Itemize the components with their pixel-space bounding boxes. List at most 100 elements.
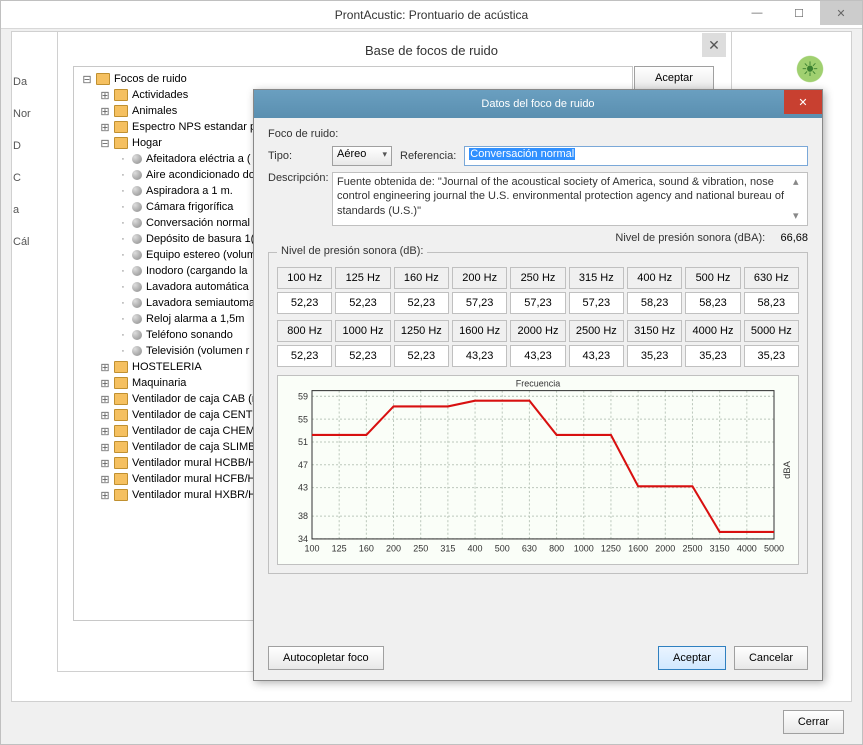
freq-value[interactable]: 57,23	[569, 292, 624, 314]
side-tab[interactable]: Da	[13, 76, 31, 88]
svg-text:38: 38	[298, 511, 308, 521]
tree-label: Ventilador mural HXBR/HX	[132, 489, 263, 501]
nivel-dba-label: Nivel de presión sonora (dBA):	[615, 232, 765, 244]
dialog-cancelar-button[interactable]: Cancelar	[734, 646, 808, 670]
item-icon	[132, 250, 142, 260]
item-icon	[132, 154, 142, 164]
svg-text:500: 500	[495, 543, 510, 553]
side-tab[interactable]: Cál	[13, 236, 31, 248]
dialog-aceptar-button[interactable]: Aceptar	[658, 646, 726, 670]
tree-label: Ventilador mural HCFB/HC	[132, 473, 263, 485]
dialog-datos-foco: Datos del foco de ruido ✕ Foco de ruido:…	[253, 89, 823, 681]
side-tab[interactable]: Nor	[13, 108, 31, 120]
freq-table-2: 800 Hz1000 Hz1250 Hz1600 Hz2000 Hz2500 H…	[277, 320, 799, 367]
tree-label: Focos de ruido	[114, 73, 187, 85]
freq-value[interactable]: 35,23	[685, 345, 740, 367]
freq-value[interactable]: 52,23	[335, 345, 390, 367]
tree-node[interactable]: ⊟Focos de ruido	[78, 71, 628, 87]
side-tab[interactable]: C	[13, 172, 31, 184]
side-tab[interactable]: D	[13, 140, 31, 152]
tree-label: HOSTELERIA	[132, 361, 202, 373]
side-tab[interactable]: a	[13, 204, 31, 216]
tree-label: Cámara frigorífica	[146, 201, 233, 213]
tree-label: Actividades	[132, 89, 188, 101]
svg-text:47: 47	[298, 460, 308, 470]
folder-icon	[114, 489, 128, 501]
freq-value[interactable]: 52,23	[394, 292, 449, 314]
freq-header: 630 Hz	[744, 267, 799, 289]
item-icon	[132, 314, 142, 324]
item-icon	[132, 298, 142, 308]
folder-icon	[114, 89, 128, 101]
freq-value[interactable]: 43,23	[452, 345, 507, 367]
freq-value[interactable]: 58,23	[744, 292, 799, 314]
tipo-label: Tipo:	[268, 150, 324, 162]
freq-header: 800 Hz	[277, 320, 332, 342]
tree-label: Aspiradora a 1 m.	[146, 185, 233, 197]
dialog-close-button[interactable]: ✕	[784, 90, 822, 114]
referencia-input[interactable]: Conversación normal	[464, 146, 808, 166]
freq-value[interactable]: 35,23	[744, 345, 799, 367]
scrollbar[interactable]: ▴▾	[793, 175, 805, 223]
main-titlebar: ProntAcustic: Prontuario de acústica — ☐…	[1, 1, 862, 29]
freq-value[interactable]: 58,23	[685, 292, 740, 314]
freq-header: 125 Hz	[335, 267, 390, 289]
folder-icon	[114, 137, 128, 149]
tree-label: Ventilador de caja CHEMI	[132, 425, 258, 437]
svg-text:3150: 3150	[710, 543, 730, 553]
freq-value[interactable]: 57,23	[510, 292, 565, 314]
svg-text:400: 400	[468, 543, 483, 553]
side-tabs: Da Nor D Ca Cál	[13, 56, 31, 268]
nivel-dba-value: 66,68	[780, 232, 808, 244]
aceptar-button-bg[interactable]: Aceptar	[634, 66, 714, 90]
descripcion-label: Descripción:	[268, 172, 324, 184]
foco-label: Foco de ruido:	[268, 128, 808, 140]
freq-header: 160 Hz	[394, 267, 449, 289]
svg-text:100: 100	[304, 543, 319, 553]
subtitle: Base de focos de ruido	[1, 37, 862, 64]
svg-text:160: 160	[359, 543, 374, 553]
svg-text:59: 59	[298, 391, 308, 401]
maximize-button[interactable]: ☐	[778, 1, 820, 25]
tree-label: Teléfono sonando	[146, 329, 233, 341]
freq-value[interactable]: 52,23	[394, 345, 449, 367]
freq-header: 1000 Hz	[335, 320, 390, 342]
freq-value[interactable]: 52,23	[335, 292, 390, 314]
item-icon	[132, 170, 142, 180]
dialog-titlebar: Datos del foco de ruido ✕	[254, 90, 822, 118]
svg-text:200: 200	[386, 543, 401, 553]
freq-value[interactable]: 57,23	[452, 292, 507, 314]
freq-header: 500 Hz	[685, 267, 740, 289]
freq-value[interactable]: 35,23	[627, 345, 682, 367]
svg-text:5000: 5000	[764, 543, 784, 553]
folder-icon	[114, 441, 128, 453]
freq-value[interactable]: 43,23	[510, 345, 565, 367]
freq-value[interactable]: 58,23	[627, 292, 682, 314]
freq-header: 100 Hz	[277, 267, 332, 289]
tipo-select[interactable]: Aéreo	[332, 146, 392, 166]
freq-header: 315 Hz	[569, 267, 624, 289]
item-icon	[132, 202, 142, 212]
freq-header: 200 Hz	[452, 267, 507, 289]
cerrar-button[interactable]: Cerrar	[783, 710, 844, 734]
autocompletar-button[interactable]: Autocopletar foco	[268, 646, 384, 670]
minimize-button[interactable]: —	[736, 1, 778, 25]
folder-icon	[114, 473, 128, 485]
freq-value[interactable]: 43,23	[569, 345, 624, 367]
svg-text:800: 800	[549, 543, 564, 553]
freq-value[interactable]: 52,23	[277, 345, 332, 367]
frequency-chart: 3438434751555910012516020025031540050063…	[277, 375, 799, 565]
tree-label: Hogar	[132, 137, 162, 149]
close-button[interactable]: ✕	[820, 1, 862, 25]
tree-label: Lavadora semiautoma	[146, 297, 255, 309]
svg-text:51: 51	[298, 437, 308, 447]
freq-header: 1600 Hz	[452, 320, 507, 342]
item-icon	[132, 266, 142, 276]
svg-text:43: 43	[298, 483, 308, 493]
svg-text:125: 125	[332, 543, 347, 553]
descripcion-textarea[interactable]: Fuente obtenida de: "Journal of the acou…	[332, 172, 808, 226]
freq-header: 400 Hz	[627, 267, 682, 289]
tree-label: Reloj alarma a 1,5m	[146, 313, 244, 325]
freq-header: 2500 Hz	[569, 320, 624, 342]
freq-value[interactable]: 52,23	[277, 292, 332, 314]
